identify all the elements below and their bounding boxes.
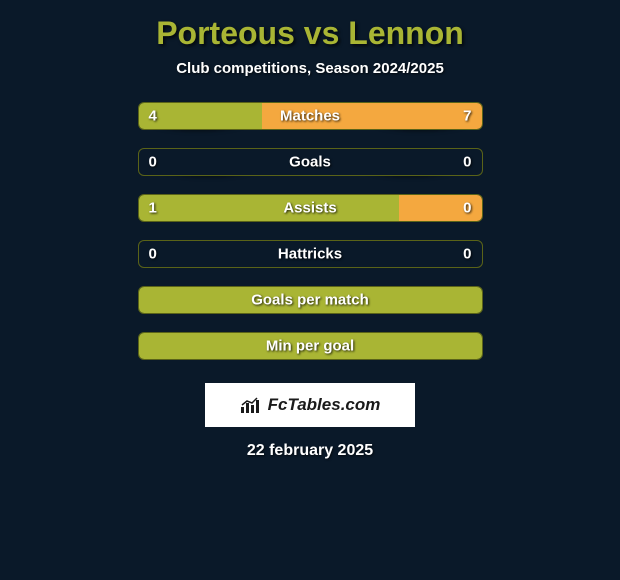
bar-value-left: 0 [149, 154, 157, 171]
bar-value-right: 0 [463, 154, 471, 171]
bar-value-right: 0 [463, 200, 471, 217]
bar-value-left: 1 [149, 200, 157, 217]
bar-label: Min per goal [266, 338, 354, 355]
bar-fill-left [139, 195, 400, 221]
stat-bar: 4 7 Matches [138, 102, 483, 130]
bar-label: Goals per match [251, 292, 369, 309]
bar-value-right: 7 [463, 108, 471, 125]
bar-label: Goals [289, 154, 331, 171]
stat-bar: 0 0 Goals [138, 148, 483, 176]
stats-row: 0 0 Hattricks [138, 240, 483, 268]
bar-value-left: 0 [149, 246, 157, 263]
bar-label: Hattricks [278, 246, 342, 263]
stat-bar: Goals per match [138, 286, 483, 314]
main-container: Porteous vs Lennon Club competitions, Se… [0, 0, 620, 470]
bar-value-right: 0 [463, 246, 471, 263]
bar-value-left: 4 [149, 108, 157, 125]
date-text: 22 february 2025 [247, 442, 373, 460]
branding-text: FcTables.com [268, 395, 381, 415]
bar-label: Matches [280, 108, 340, 125]
stats-row: Min per goal [138, 332, 483, 360]
stats-row: 1 0 Assists [138, 194, 483, 222]
stat-bar: Min per goal [138, 332, 483, 360]
stats-container: 4 7 Matches 0 0 Goals 1 0 Assists 0 0 Hattricks Goal… [138, 102, 483, 378]
stats-row: 0 0 Goals [138, 148, 483, 176]
stats-row: 4 7 Matches [138, 102, 483, 130]
bar-label: Assists [283, 200, 336, 217]
stat-bar: 1 0 Assists [138, 194, 483, 222]
bar-fill-left [139, 103, 262, 129]
branding-logo: FcTables.com [240, 395, 381, 415]
stat-bar: 0 0 Hattricks [138, 240, 483, 268]
page-title: Porteous vs Lennon [156, 15, 464, 52]
subtitle: Club competitions, Season 2024/2025 [176, 60, 444, 77]
branding-badge[interactable]: FcTables.com [205, 383, 415, 427]
stats-row: Goals per match [138, 286, 483, 314]
chart-icon [240, 396, 262, 414]
